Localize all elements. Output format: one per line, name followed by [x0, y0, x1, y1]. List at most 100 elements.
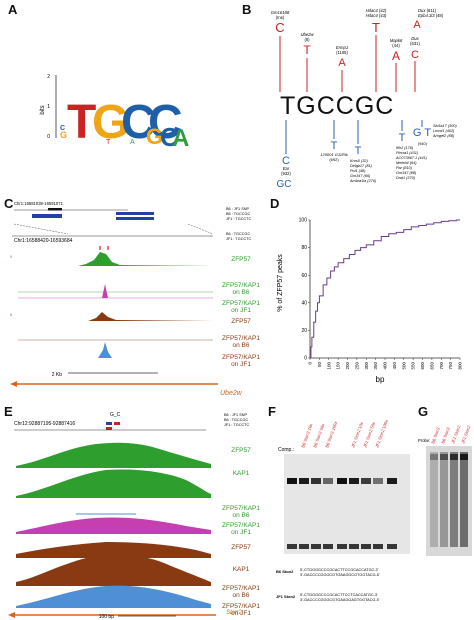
- x-tick-label: 600: [420, 362, 425, 370]
- chart-ylabel: % of ZFP57 peaks: [277, 254, 284, 312]
- track-label-e-8: ZFP57/KAP1 on JF1: [222, 603, 260, 617]
- down-variant-t2: T: [355, 145, 362, 157]
- top-band: [460, 454, 468, 460]
- probe-label: Probe:: [418, 438, 430, 443]
- shift-band: [373, 478, 383, 484]
- panel-c-label: C: [4, 196, 14, 211]
- top-band: [440, 454, 448, 460]
- logo-small-letter: C: [60, 125, 65, 132]
- coords-zoom: Chr1:16588420-16593684: [14, 238, 73, 244]
- track-label-c-6: ZFP57/KAP1 on JF1: [222, 354, 260, 368]
- legend-e-1: B6 : JF1 SNP: [224, 413, 247, 417]
- up-variant-a3: A: [413, 19, 421, 31]
- logo-small-letter: T: [106, 139, 111, 146]
- x-tick-label: 100: [326, 362, 331, 370]
- jf1-seq1: 5'-CTGGGGCCCGCACTTCCTCACCATGC-3': [300, 593, 378, 597]
- axis-tick: 0: [10, 255, 12, 259]
- top-band: [430, 454, 438, 460]
- y-tick-label: 0: [304, 356, 307, 362]
- up-label-3: Ermp1: [336, 45, 348, 50]
- b6-seq2: 3'-GACCCCGGGCGTGAAGGCGTGGTACG-5': [300, 573, 380, 577]
- logo-small-letter: A: [130, 139, 135, 146]
- track-e-zfp57-green: [16, 442, 211, 468]
- panel-e-label: E: [4, 404, 13, 419]
- down-label-4b: Ptrcra1 (431): [396, 151, 419, 155]
- down-label-3b: Delgb17 (81): [350, 164, 373, 168]
- up-label-6: Dux (611): [418, 8, 437, 13]
- track-e-jf1-blue: [16, 585, 211, 608]
- motif-text: TGCCGC: [280, 92, 394, 120]
- logo-ytick-2: 2: [47, 74, 50, 80]
- panel-g-label: G: [418, 404, 429, 419]
- logo-letter-c2: C: [148, 96, 183, 149]
- axis-tick: 0: [10, 313, 12, 317]
- down-label-4e: Par (810): [396, 166, 413, 170]
- up-variant-a2: A: [392, 49, 400, 63]
- x-tick-label: 550: [411, 362, 416, 370]
- down-label-1b: (932): [281, 171, 291, 176]
- b6-ston2-name: B6 Ston2: [276, 569, 294, 574]
- logo-letter-c3: C: [160, 122, 179, 150]
- free-probe-band: [361, 544, 371, 549]
- x-tick-label: 0: [308, 362, 313, 365]
- panel-b-label: B: [242, 2, 252, 17]
- track-e-zfp57-brown: [16, 542, 211, 558]
- lane-label-g: JF1 Ston2: [450, 424, 461, 444]
- track-c-jf1-peak: [102, 284, 108, 298]
- track-label-e-6: KAP1: [232, 566, 250, 573]
- up-label-4b: Hdac4 (43): [366, 13, 387, 18]
- scale-label-e: 100 bp: [99, 614, 115, 620]
- free-probe-band: [387, 544, 397, 549]
- y-tick-label: 80: [301, 245, 307, 251]
- track-c-jf1-blue: [18, 342, 213, 358]
- lane-label-f: JF1 Ston2 100x: [374, 418, 389, 448]
- up-label-7: Dux: [411, 36, 419, 41]
- down-label-3d: Gm347 (66): [350, 174, 371, 178]
- logo-letter-t: T: [67, 96, 96, 149]
- down-label-3c: Pol1 (48): [350, 169, 366, 173]
- down-label-3e: Ambra1la (276): [349, 179, 377, 183]
- track-c-zfp57-brown: [18, 312, 213, 321]
- logo-ylabel: bits: [40, 105, 46, 114]
- coords-top: Chr1:16581039-16591071: [14, 201, 64, 206]
- track-e-kap1-green: [16, 469, 211, 498]
- chart-series: [310, 219, 460, 359]
- x-tick-label: 500: [401, 362, 406, 370]
- smear-band: [460, 452, 468, 547]
- panel-f-label: F: [268, 404, 276, 419]
- x-tick-label: 450: [392, 362, 397, 370]
- comp-label: Comp.:: [278, 447, 294, 453]
- legend-c-4: B6 : TGCCGC: [226, 232, 250, 236]
- gene-block: [32, 214, 62, 218]
- gene-block: [116, 217, 154, 220]
- track-label-c-2: ZFP57/KAP1 on B6: [222, 282, 260, 296]
- down-variant-t: T: [331, 140, 338, 152]
- logo-letter-g2: G: [146, 124, 163, 149]
- legend-c-3: JF1 : TGCCTC: [226, 217, 252, 221]
- down-label-1: Ear: [283, 166, 290, 171]
- down-variant-gt: G T: [413, 127, 431, 139]
- down-variant-c: C: [282, 155, 290, 167]
- down-label-2: 120001 G11Rik: [320, 152, 349, 157]
- jf1-ston2-name: JF1 Ston2: [276, 594, 296, 599]
- up-variant-a: A: [338, 57, 346, 69]
- chart-xlabel: bp: [376, 375, 385, 384]
- cumulative-peak-chart: 0 50 100 150 200 250 300 350 400 450 500 550 600 650 7…: [277, 218, 463, 384]
- logo-ytick-0: 0: [47, 134, 50, 140]
- legend-c-5: JF1 : TGCCTC: [226, 237, 252, 241]
- free-probe-band: [373, 544, 383, 549]
- smear-band: [440, 452, 448, 547]
- up-label-2: Ube2w: [300, 32, 314, 37]
- lane-label-f: B6 Ston2 10x: [300, 422, 314, 448]
- up-label-3b: (1105): [336, 50, 348, 55]
- logo-small-letter: G: [60, 130, 67, 140]
- logo-letter-a: A: [172, 125, 189, 150]
- logo-letter-c1: C: [121, 96, 156, 149]
- smear-band: [430, 452, 438, 547]
- track-label-c-4: ZFP57: [231, 318, 251, 325]
- down-label-4d: Mnfeb4 (64): [396, 161, 417, 165]
- lane-label-f: B6 Ston2 50x: [312, 422, 326, 448]
- down-label-4g: Dnd1 (370): [396, 176, 416, 180]
